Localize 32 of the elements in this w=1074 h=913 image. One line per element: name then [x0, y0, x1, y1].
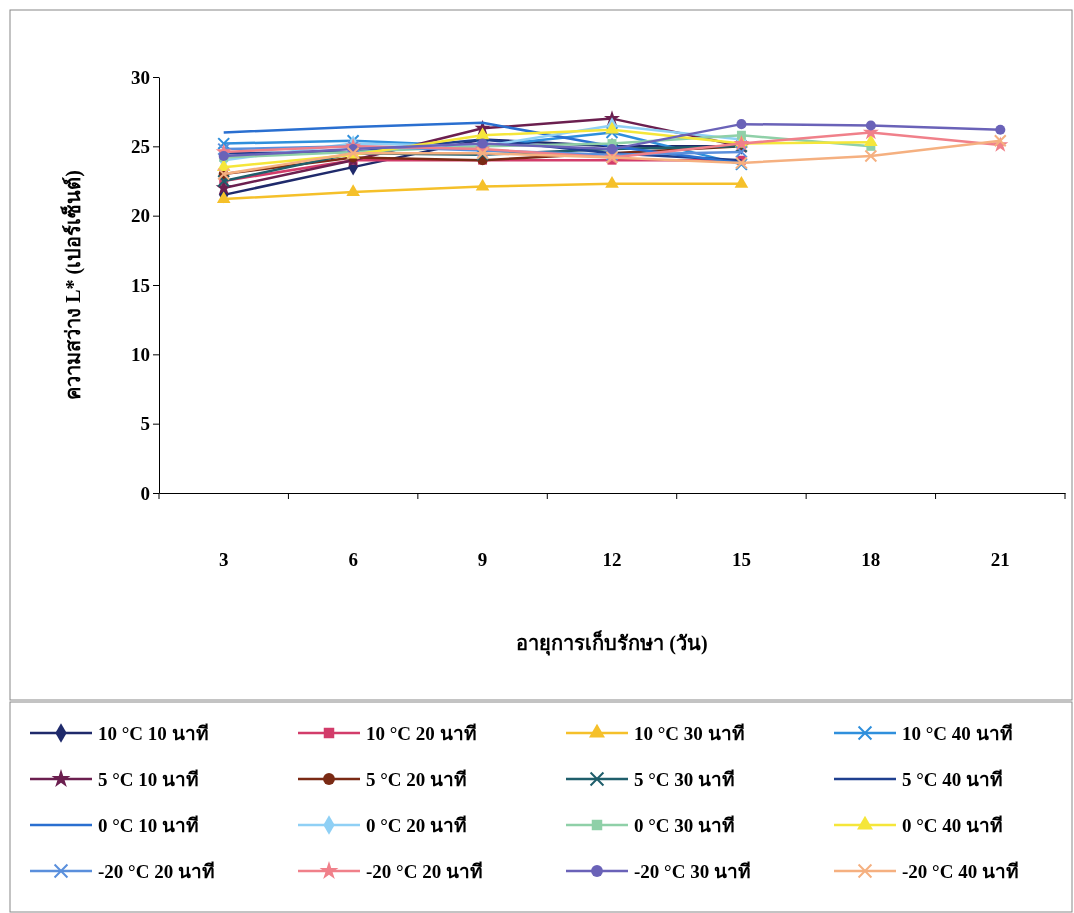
- legend-label: -20 °C 20 นาที: [98, 861, 215, 882]
- y-tick-label: 20: [131, 205, 150, 227]
- legend-label: 0 °C 30 นาที: [634, 815, 736, 836]
- y-tick-label: 15: [131, 274, 150, 296]
- y-axis-title: ความสว่าง L* (เปอร์เซ็นต์): [60, 170, 85, 400]
- x-tick-label: 9: [477, 549, 488, 571]
- x-tick-label: 18: [861, 549, 881, 571]
- y-tick-label: 25: [131, 135, 150, 157]
- x-tick-label: 12: [602, 549, 622, 571]
- legend-label: 10 °C 10 นาที: [98, 723, 209, 744]
- x-axis-title: อายุการเก็บรักษา (วัน): [516, 630, 708, 656]
- legend-label: 5 °C 20 นาที: [366, 769, 468, 790]
- legend-label: -20 °C 40 นาที: [902, 861, 1019, 882]
- x-tick-label: 15: [731, 549, 751, 571]
- legend-label: 5 °C 10 นาที: [98, 769, 200, 790]
- legend-label: 10 °C 30 นาที: [634, 723, 745, 744]
- legend-label: 0 °C 40 นาที: [902, 815, 1004, 836]
- legend-label: -20 °C 20 นาที: [366, 861, 483, 882]
- x-tick-label: 3: [218, 549, 229, 571]
- x-tick-label: 6: [348, 549, 358, 571]
- legend-label: 5 °C 30 นาที: [634, 769, 736, 790]
- legend-label: 0 °C 20 นาที: [366, 815, 468, 836]
- legend-label: -20 °C 30 นาที: [634, 861, 751, 882]
- legend-label: 10 °C 40 นาที: [902, 723, 1013, 744]
- legend-label: 10 °C 20 นาที: [366, 723, 477, 744]
- y-tick-label: 5: [140, 413, 150, 435]
- y-tick-label: 10: [131, 343, 150, 365]
- y-tick-label: 0: [140, 482, 150, 504]
- legend-label: 0 °C 10 นาที: [98, 815, 200, 836]
- x-tick-label: 21: [990, 549, 1010, 571]
- y-tick-label: 30: [131, 66, 150, 88]
- legend-label: 5 °C 40 นาที: [902, 769, 1004, 790]
